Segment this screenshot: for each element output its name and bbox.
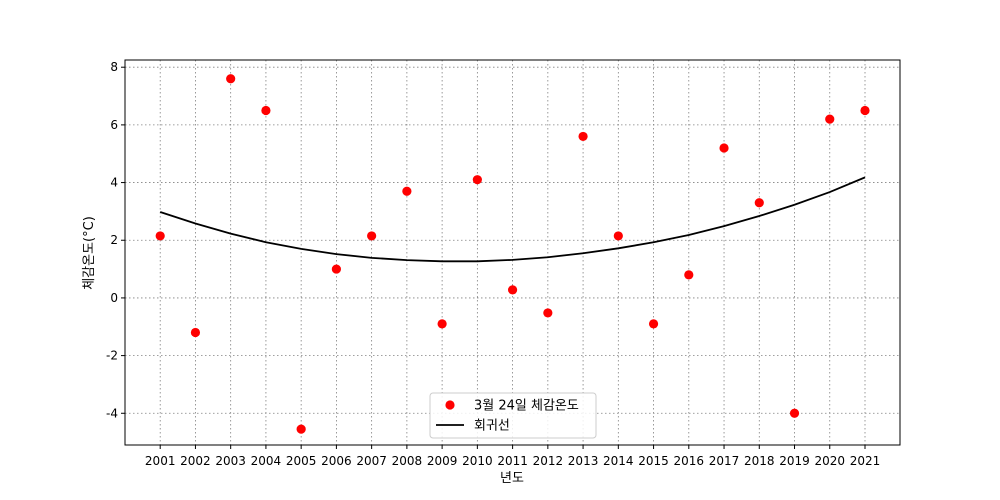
data-point	[684, 270, 694, 280]
y-tick-label: -2	[106, 349, 118, 363]
data-point	[261, 105, 271, 116]
x-tick-label: 2003	[215, 454, 246, 468]
x-tick-label: 2019	[779, 454, 810, 468]
x-axis-title: 년도	[500, 471, 524, 486]
data-point	[613, 231, 623, 241]
x-axis: 2001 2002 2003 2004 2005 2006 2007 2008 2009 2010…	[145, 445, 880, 468]
data-point	[507, 285, 518, 295]
y-tick-label: 4	[110, 176, 118, 190]
data-point	[719, 143, 729, 153]
x-tick-label: 2010	[462, 454, 493, 468]
data-point	[472, 175, 482, 185]
data-point	[402, 186, 412, 196]
x-tick-label: 2004	[251, 454, 282, 468]
y-tick-label: 2	[110, 233, 118, 247]
plot-series	[155, 74, 870, 434]
x-tick-label: 2001	[145, 454, 176, 468]
x-tick-label: 2017	[709, 454, 740, 468]
x-tick-label: 2008	[392, 454, 423, 468]
y-tick-label: 8	[110, 60, 118, 74]
data-point	[367, 231, 377, 241]
x-tick-label: 2021	[850, 454, 881, 468]
data-point	[296, 424, 306, 434]
x-tick-label: 2011	[497, 454, 528, 468]
y-axis: -4 -2 0 2 4 6 8	[106, 60, 125, 420]
data-point	[190, 327, 201, 338]
x-tick-label: 2014	[603, 454, 634, 468]
data-point	[331, 264, 341, 274]
regression-line	[159, 176, 866, 263]
x-tick-label: 2009	[427, 454, 458, 468]
x-tick-label: 2005	[286, 454, 317, 468]
data-point	[860, 105, 870, 116]
legend-label: 회귀선	[474, 419, 510, 434]
x-tick-label: 2002	[180, 454, 211, 468]
x-tick-label: 2013	[568, 454, 599, 468]
x-tick-label: 2015	[638, 454, 669, 468]
y-tick-label: -4	[106, 406, 118, 420]
legend-box	[429, 392, 597, 439]
data-point	[789, 408, 800, 418]
y-axis-title: 체감온도(°C)	[82, 216, 97, 290]
data-point	[543, 308, 553, 318]
grid	[125, 60, 900, 445]
x-tick-label: 2018	[744, 454, 775, 468]
x-tick-label: 2016	[674, 454, 705, 468]
data-point	[754, 198, 764, 208]
data-point	[155, 231, 165, 241]
data-point	[825, 114, 835, 124]
x-tick-label: 2007	[356, 454, 387, 468]
data-point	[437, 319, 447, 329]
data-point	[648, 319, 659, 329]
legend-marker-swatch	[445, 400, 455, 410]
x-tick-label: 2006	[321, 454, 352, 468]
data-point	[578, 131, 588, 142]
x-tick-label: 2012	[533, 454, 564, 468]
data-point	[226, 74, 236, 84]
legend-label: 3월 24일 체감온도	[474, 399, 579, 414]
x-tick-label: 2020	[814, 454, 845, 468]
y-tick-label: 0	[110, 291, 118, 305]
y-tick-label: 6	[110, 118, 118, 132]
